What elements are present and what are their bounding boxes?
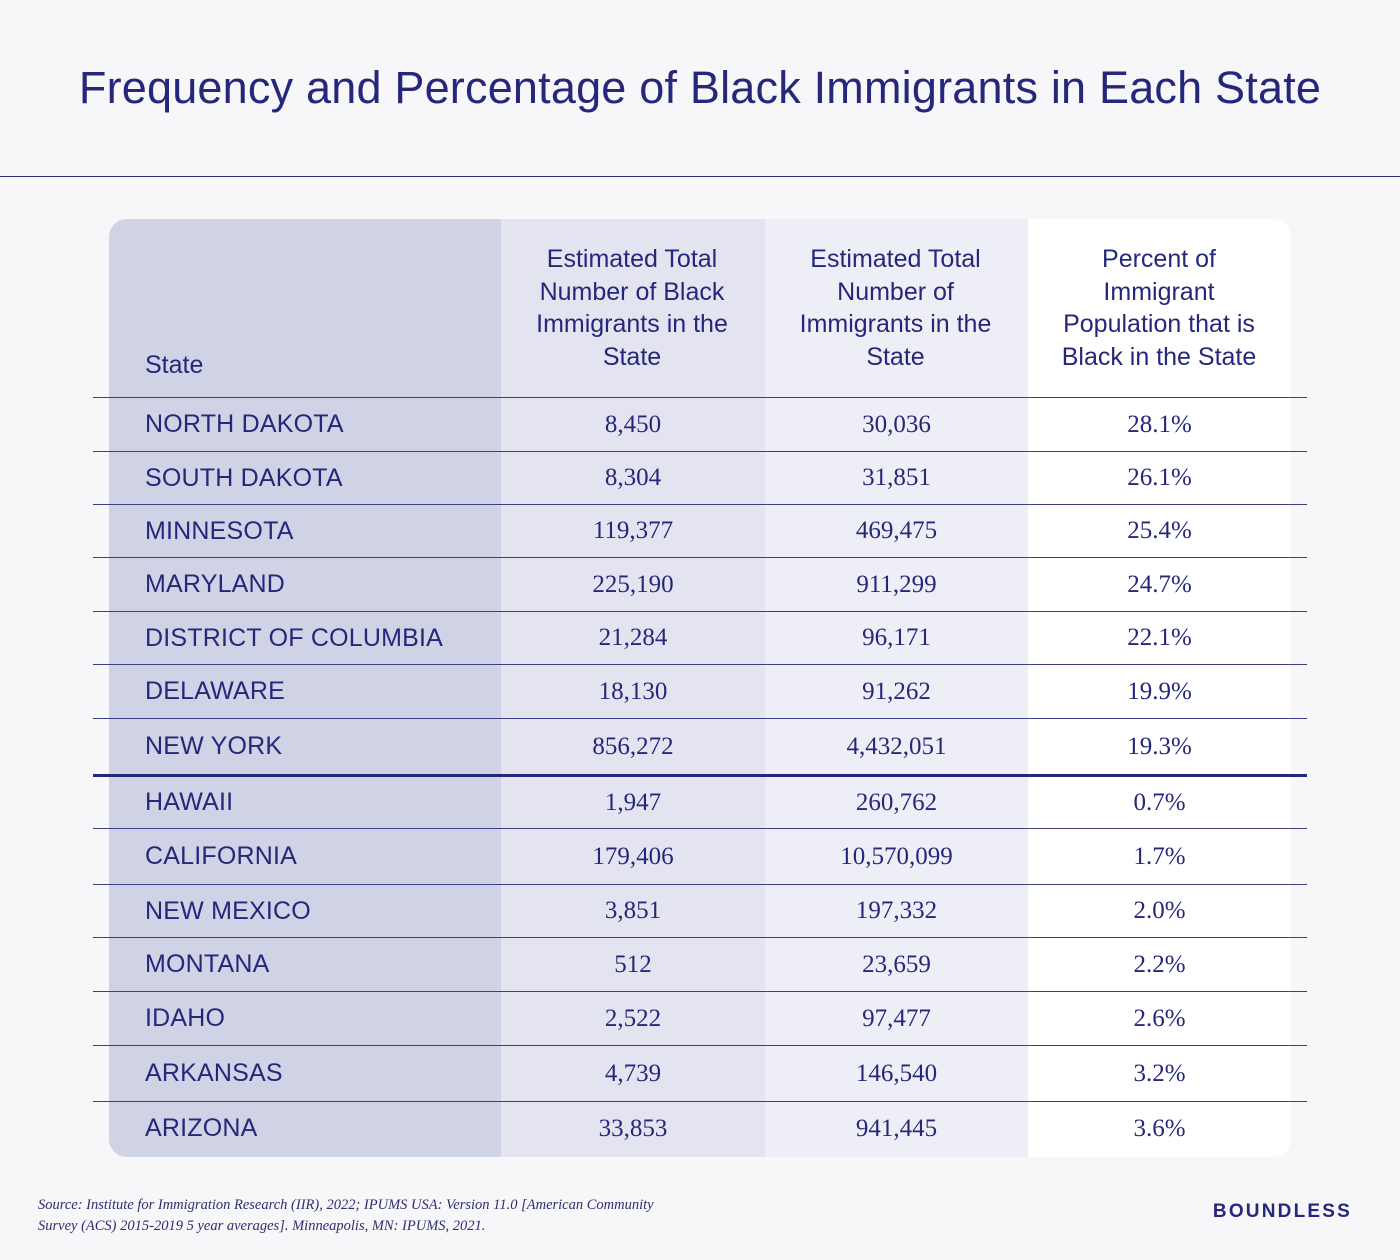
table-row: NEW YORK 856,272 4,432,051 19.3% [93,718,1307,774]
cell-state: CALIFORNIA [145,842,298,870]
cell-total-immigrants: 91,262 [862,677,931,705]
header-percent-black: Percent of Immigrant Population that is … [1061,245,1257,371]
cell-percent-black: 3.6% [1133,1114,1186,1142]
table-row: MONTANA 512 23,659 2.2% [93,937,1307,991]
total-immigrants-column-background [765,219,1028,1157]
cell-state: ARIZONA [145,1114,258,1142]
table-row: ARIZONA 33,853 941,445 3.6% [93,1101,1307,1155]
cell-percent-black: 28.1% [1127,410,1192,438]
cell-state: MONTANA [145,950,270,978]
cell-state: MINNESOTA [145,516,294,545]
state-column-background [109,219,501,1157]
cell-black-immigrants: 21,284 [598,624,668,651]
cell-percent-black: 24.7% [1127,570,1192,598]
cell-total-immigrants: 941,445 [855,1114,938,1142]
cell-black-immigrants: 119,377 [592,517,674,544]
cell-state: NORTH DAKOTA [145,410,344,438]
table-row: SOUTH DAKOTA 8,304 31,851 26.1% [93,451,1307,504]
cell-state: DELAWARE [145,677,286,705]
table-row: HAWAII 1,947 260,762 0.7% [93,774,1307,828]
cell-total-immigrants: 4,432,051 [846,732,947,760]
table-body: NORTH DAKOTA 8,450 30,036 28.1% SOUTH DAKOTA… [93,397,1307,1155]
table-row: NEW MEXICO 3,851 197,332 2.0% [93,884,1307,937]
cell-total-immigrants: 97,477 [862,1004,931,1032]
cell-total-immigrants: 197,332 [855,897,938,924]
cell-state: IDAHO [145,1004,226,1032]
percent-column-background [1028,219,1291,1157]
cell-state: DISTRICT OF COLUMBIA [145,623,444,652]
cell-total-immigrants: 469,475 [855,517,938,544]
black-immigrants-column-background [501,219,765,1157]
cell-percent-black: 0.7% [1133,788,1186,816]
cell-state: NEW MEXICO [145,896,311,925]
cell-black-immigrants: 8,304 [604,464,662,491]
cell-percent-black: 2.0% [1133,897,1186,924]
cell-black-immigrants: 179,406 [592,842,674,870]
cell-state: MARYLAND [145,570,286,598]
cell-state: SOUTH DAKOTA [145,463,343,492]
table-row: MINNESOTA 119,377 469,475 25.4% [93,504,1307,557]
cell-black-immigrants: 3,851 [604,897,662,924]
cell-total-immigrants: 260,762 [855,788,938,816]
cell-black-immigrants: 4,739 [604,1059,662,1087]
cell-percent-black: 2.6% [1133,1004,1186,1032]
header-black-immigrants: Estimated Total Number of Black Immigran… [536,245,728,371]
cell-total-immigrants: 10,570,099 [840,842,953,870]
table-row: CALIFORNIA 179,406 10,570,099 1.7% [93,828,1307,884]
cell-state: NEW YORK [145,732,283,760]
cell-total-immigrants: 30,036 [862,410,931,438]
cell-percent-black: 22.1% [1127,624,1192,651]
cell-total-immigrants: 911,299 [856,570,937,598]
table-row: IDAHO 2,522 97,477 2.6% [93,991,1307,1045]
cell-black-immigrants: 33,853 [598,1114,668,1142]
table-row: NORTH DAKOTA 8,450 30,036 28.1% [93,397,1307,451]
page-title: Frequency and Percentage of Black Immigr… [78,62,1322,113]
title-divider [0,176,1400,177]
cell-black-immigrants: 512 [614,950,652,978]
source-note: Source: Institute for Immigration Resear… [38,1197,654,1234]
cell-percent-black: 3.2% [1133,1059,1186,1087]
cell-state: ARKANSAS [145,1059,283,1087]
table-row: ARKANSAS 4,739 146,540 3.2% [93,1045,1307,1101]
cell-black-immigrants: 2,522 [604,1004,662,1032]
header-total-immigrants: Estimated Total Number of Immigrants in … [799,245,992,371]
cell-percent-black: 25.4% [1127,517,1192,544]
cell-black-immigrants: 225,190 [592,570,674,598]
cell-total-immigrants: 146,540 [855,1059,938,1087]
cell-black-immigrants: 856,272 [592,732,674,760]
cell-total-immigrants: 31,851 [862,464,931,491]
brand-logo: BOUNDLESS [1212,1201,1352,1222]
data-table [109,219,1291,1157]
cell-black-immigrants: 1,947 [604,788,662,816]
table-row: DELAWARE 18,130 91,262 19.9% [93,664,1307,718]
cell-black-immigrants: 18,130 [598,677,668,705]
cell-percent-black: 2.2% [1133,950,1186,978]
cell-total-immigrants: 96,171 [862,624,931,651]
header-state: State [145,350,204,379]
table-row: MARYLAND 225,190 911,299 24.7% [93,557,1307,611]
cell-percent-black: 26.1% [1127,464,1192,491]
cell-total-immigrants: 23,659 [862,950,931,978]
cell-black-immigrants: 8,450 [604,410,662,438]
cell-percent-black: 19.9% [1127,677,1192,705]
cell-percent-black: 19.3% [1127,732,1192,760]
table-row: DISTRICT OF COLUMBIA 21,284 96,171 22.1% [93,611,1307,664]
cell-state: HAWAII [145,788,234,816]
cell-percent-black: 1.7% [1133,842,1186,870]
